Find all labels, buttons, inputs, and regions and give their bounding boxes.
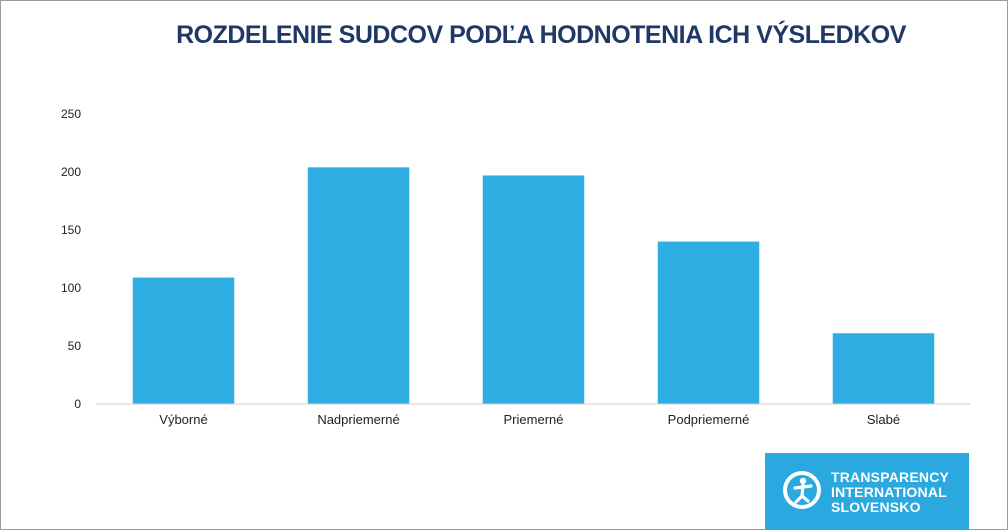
y-tick-label: 0 [74,397,81,411]
y-tick-label: 150 [61,223,81,237]
x-category-label: Výborné [159,412,207,427]
logo-line-2: INTERNATIONAL [831,484,947,500]
bars [132,167,935,404]
y-tick-label: 250 [61,107,81,121]
transparency-international-logo: TRANSPARENCY INTERNATIONAL SLOVENSKO [765,453,969,530]
x-category-label: Nadpriemerné [317,412,399,427]
y-tick-label: 200 [61,165,81,179]
bar-2 [307,167,410,404]
logo-line-3: SLOVENSKO [831,499,921,515]
y-tick-label: 50 [68,339,82,353]
x-axis: Výborné Nadpriemerné Priemerné Podpriemerné… [159,412,900,427]
logo-line-1: TRANSPARENCY [831,469,950,485]
bar-4 [657,241,760,404]
x-category-label: Slabé [867,412,900,427]
bar-5 [832,333,935,404]
chart-title: ROZDELENIE SUDCOV PODĽA HODNOTENIA ICH V… [176,21,906,49]
y-axis: 0 50 100 150 200 250 [61,107,81,411]
x-category-label: Priemerné [504,412,564,427]
bar-3 [482,175,585,404]
y-tick-label: 100 [61,281,81,295]
x-category-label: Podpriemerné [668,412,750,427]
ti-globe-figure-icon [783,471,821,509]
logo-text: TRANSPARENCY INTERNATIONAL SLOVENSKO [831,470,949,515]
bar-1 [132,277,235,404]
